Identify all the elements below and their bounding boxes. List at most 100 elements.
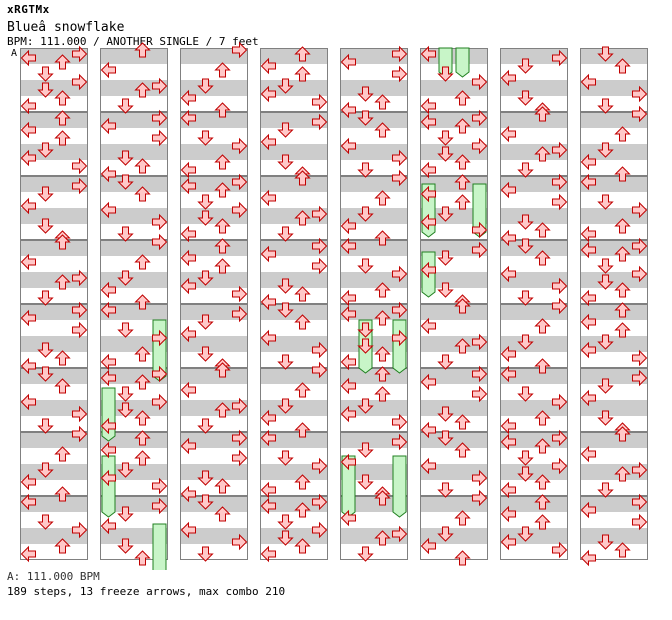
left-arrow-icon <box>420 113 436 131</box>
right-arrow-icon <box>312 205 328 223</box>
measure-box <box>340 368 408 432</box>
chart-column <box>420 48 488 560</box>
beat-stripe <box>100 64 168 80</box>
beat-stripe <box>180 336 248 352</box>
right-arrow-icon <box>232 173 248 191</box>
right-arrow-icon <box>152 129 168 147</box>
down-arrow-icon <box>597 378 614 394</box>
left-arrow-icon <box>500 265 516 283</box>
left-arrow-icon <box>180 521 196 539</box>
down-arrow-icon <box>357 258 374 274</box>
measure-box <box>20 304 88 368</box>
beat-stripe <box>500 480 568 496</box>
right-arrow-icon <box>632 105 648 123</box>
beat-stripe <box>180 512 248 528</box>
beat-stripe <box>20 528 88 544</box>
left-arrow-icon <box>340 53 356 71</box>
up-arrow-icon <box>614 282 631 298</box>
beat-stripe <box>20 48 88 64</box>
measure-box <box>20 176 88 240</box>
beat-stripe <box>340 400 408 416</box>
beat-stripe <box>20 496 88 512</box>
left-arrow-icon <box>420 373 436 391</box>
measure-box <box>340 112 408 176</box>
right-arrow-icon <box>152 329 168 347</box>
left-arrow-icon <box>340 509 356 527</box>
left-arrow-icon <box>500 229 516 247</box>
beat-stripe <box>20 288 88 304</box>
up-arrow-icon <box>134 254 151 270</box>
beat-stripe <box>340 176 408 192</box>
right-arrow-icon <box>472 73 488 91</box>
measure-box <box>500 176 568 240</box>
right-arrow-icon <box>152 233 168 251</box>
right-arrow-icon <box>72 73 88 91</box>
beat-stripe <box>100 432 168 448</box>
up-arrow-icon <box>214 62 231 78</box>
beat-stripe <box>500 496 568 512</box>
right-arrow-icon <box>232 137 248 155</box>
left-arrow-icon <box>580 549 596 567</box>
right-arrow-icon <box>232 449 248 467</box>
beat-stripe <box>180 80 248 96</box>
up-arrow-icon <box>614 166 631 182</box>
right-arrow-icon <box>632 349 648 367</box>
beat-stripe <box>180 288 248 304</box>
up-arrow-icon <box>454 414 471 430</box>
down-arrow-icon <box>437 282 454 298</box>
beat-stripe <box>580 288 648 304</box>
beat-stripe <box>100 400 168 416</box>
left-arrow-icon <box>580 445 596 463</box>
beat-stripe <box>340 304 408 320</box>
down-arrow-icon <box>197 418 214 434</box>
down-arrow-icon <box>117 174 134 190</box>
beat-stripe <box>420 464 488 480</box>
up-arrow-icon <box>454 298 471 314</box>
right-arrow-icon <box>552 277 568 295</box>
down-arrow-icon <box>517 450 534 466</box>
chart-column <box>260 48 328 560</box>
down-arrow-icon <box>597 98 614 114</box>
left-arrow-icon <box>180 109 196 127</box>
left-arrow-icon <box>20 149 36 167</box>
left-arrow-icon <box>500 433 516 451</box>
up-arrow-icon <box>534 494 551 510</box>
beat-stripe <box>260 464 328 480</box>
beat-stripe <box>500 352 568 368</box>
beat-stripe <box>20 544 88 560</box>
right-arrow-icon <box>232 397 248 415</box>
beat-stripe <box>260 224 328 240</box>
down-arrow-icon <box>597 46 614 62</box>
right-arrow-icon <box>312 257 328 275</box>
beat-stripe <box>420 448 488 464</box>
up-arrow-icon <box>454 194 471 210</box>
beat-stripe <box>180 224 248 240</box>
beat-stripe <box>340 512 408 528</box>
left-arrow-icon <box>580 389 596 407</box>
up-arrow-icon <box>454 510 471 526</box>
up-arrow-icon <box>54 130 71 146</box>
beat-stripe <box>260 288 328 304</box>
measure-box <box>20 496 88 560</box>
left-arrow-icon <box>180 89 196 107</box>
beat-stripe <box>500 336 568 352</box>
down-arrow-icon <box>437 526 454 542</box>
right-arrow-icon <box>312 361 328 379</box>
beat-stripe <box>180 352 248 368</box>
beat-stripe <box>420 544 488 560</box>
measure-box <box>580 304 648 368</box>
down-arrow-icon <box>37 218 54 234</box>
right-arrow-icon <box>152 77 168 95</box>
beat-stripe <box>20 160 88 176</box>
beat-stripe <box>340 256 408 272</box>
beat-stripe <box>340 112 408 128</box>
beat-stripe <box>500 528 568 544</box>
up-arrow-icon <box>134 186 151 202</box>
down-arrow-icon <box>37 82 54 98</box>
down-arrow-icon <box>197 494 214 510</box>
measure-box <box>260 48 328 112</box>
beat-stripe <box>260 208 328 224</box>
right-arrow-icon <box>72 45 88 63</box>
beat-stripe <box>580 512 648 528</box>
right-arrow-icon <box>552 173 568 191</box>
